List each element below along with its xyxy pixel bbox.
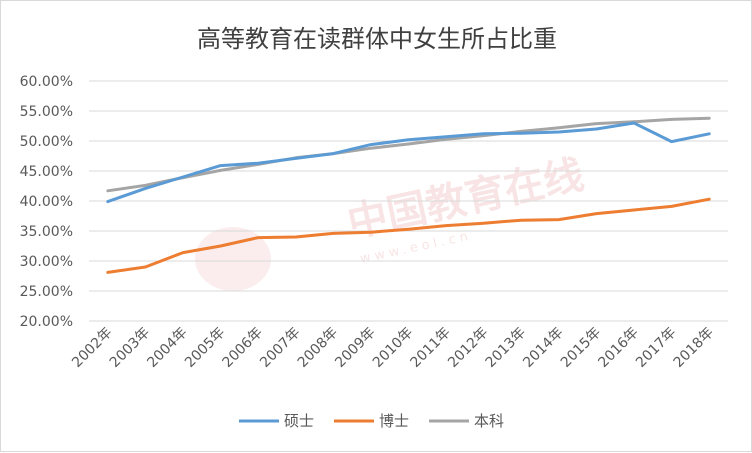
x-tick-label: 2004年 — [144, 325, 190, 371]
x-tick-label: 2015年 — [558, 325, 604, 371]
x-tick-label: 2010年 — [370, 325, 416, 371]
y-tick-label: 45.00% — [20, 164, 73, 180]
y-tick-label: 20.00% — [20, 314, 73, 330]
x-tick-label: 2008年 — [295, 325, 341, 371]
x-tick-label: 2017年 — [633, 325, 679, 371]
x-tick-label: 2002年 — [69, 325, 115, 371]
y-tick-label: 60.00% — [20, 74, 73, 90]
y-tick-label: 55.00% — [20, 104, 73, 120]
series-line-0 — [106, 121, 711, 204]
x-tick-label: 2009年 — [332, 325, 378, 371]
x-tick-label: 2013年 — [483, 325, 529, 371]
x-tick-label: 2005年 — [182, 325, 228, 371]
watermark-logo-icon — [195, 227, 271, 291]
gridlines — [89, 80, 728, 322]
legend-label: 硕士 — [284, 412, 314, 430]
x-axis-labels: 2002年2003年2004年2005年2006年2007年2008年2009年… — [69, 325, 717, 371]
series-lines — [106, 116, 711, 274]
x-tick-label: 2007年 — [257, 325, 303, 371]
y-axis-labels: 20.00% 25.00% 30.00% 35.00% 40.00% 45.00% 50.0… — [20, 74, 73, 330]
y-tick-label: 40.00% — [20, 194, 73, 210]
x-tick-label: 2012年 — [445, 325, 491, 371]
x-tick-label: 2016年 — [595, 325, 641, 371]
x-tick-label: 2011年 — [408, 325, 454, 371]
x-tick-label: 2003年 — [107, 325, 153, 371]
y-tick-label: 35.00% — [20, 224, 73, 240]
legend: 硕士 博士 本科 — [239, 412, 504, 430]
legend-label: 本科 — [474, 412, 504, 430]
chart-title: 高等教育在读群体中女生所占比重 — [197, 25, 557, 53]
y-tick-label: 30.00% — [20, 254, 73, 270]
y-tick-label: 50.00% — [20, 134, 73, 150]
x-tick-label: 2014年 — [520, 325, 566, 371]
x-tick-label: 2006年 — [220, 325, 266, 371]
legend-label: 博士 — [379, 412, 409, 430]
y-tick-label: 25.00% — [20, 284, 73, 300]
series-line-2 — [106, 116, 711, 193]
series-line-1 — [106, 197, 711, 274]
x-tick-label: 2018年 — [671, 325, 717, 371]
